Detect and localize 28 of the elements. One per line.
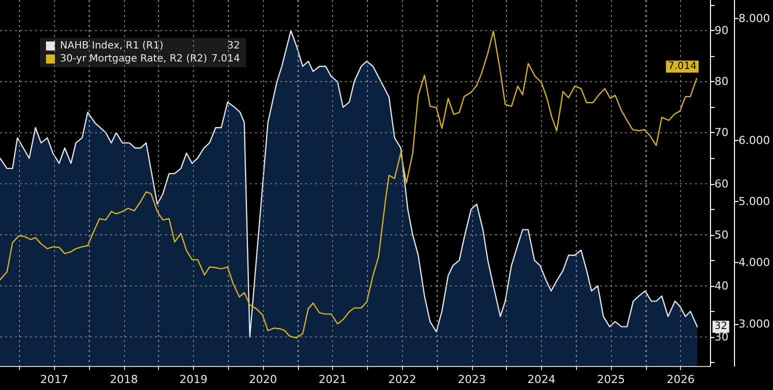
text: 32	[227, 40, 240, 52]
y2-tick-label: 8.000	[738, 12, 770, 25]
legend-label: 30-yr Mortgage Rate, R2 (R2)	[60, 54, 208, 64]
x-tick-label: 2021	[318, 373, 347, 386]
y2-tick-label: 6.000	[738, 134, 770, 148]
y-tick-label: 30	[714, 330, 729, 344]
x-tick-label: 2022	[388, 373, 416, 386]
data-label: 32	[714, 321, 728, 332]
x-tick-label: 2025	[596, 373, 625, 386]
data-label: 7.014	[668, 61, 697, 72]
y-tick-label: 40	[714, 279, 729, 292]
y2-tick-label: 5.000	[738, 195, 770, 208]
x-tick-label: 2026	[666, 373, 695, 386]
y2-tick-label: 4.000	[738, 256, 770, 270]
x-tick-label: 2020	[249, 373, 278, 386]
y-tick-label: 80	[714, 75, 729, 88]
x-tick-label: 2019	[179, 373, 208, 386]
y-tick-label: 60	[714, 177, 729, 190]
y-tick-label: 50	[714, 228, 729, 242]
y-tick-label: 70	[714, 126, 729, 140]
x-tick-label: 2017	[40, 373, 68, 386]
text: 7.014	[211, 54, 240, 64]
x-tick-label: 2024	[527, 373, 556, 386]
x-tick-label: 2018	[110, 373, 138, 386]
y2-tick-label: 3.000	[738, 317, 770, 330]
x-tick-label: 2023	[458, 373, 486, 386]
legend-label: NAHB Index, R1 (R1)	[60, 40, 164, 52]
y-tick-label: 90	[714, 24, 729, 38]
